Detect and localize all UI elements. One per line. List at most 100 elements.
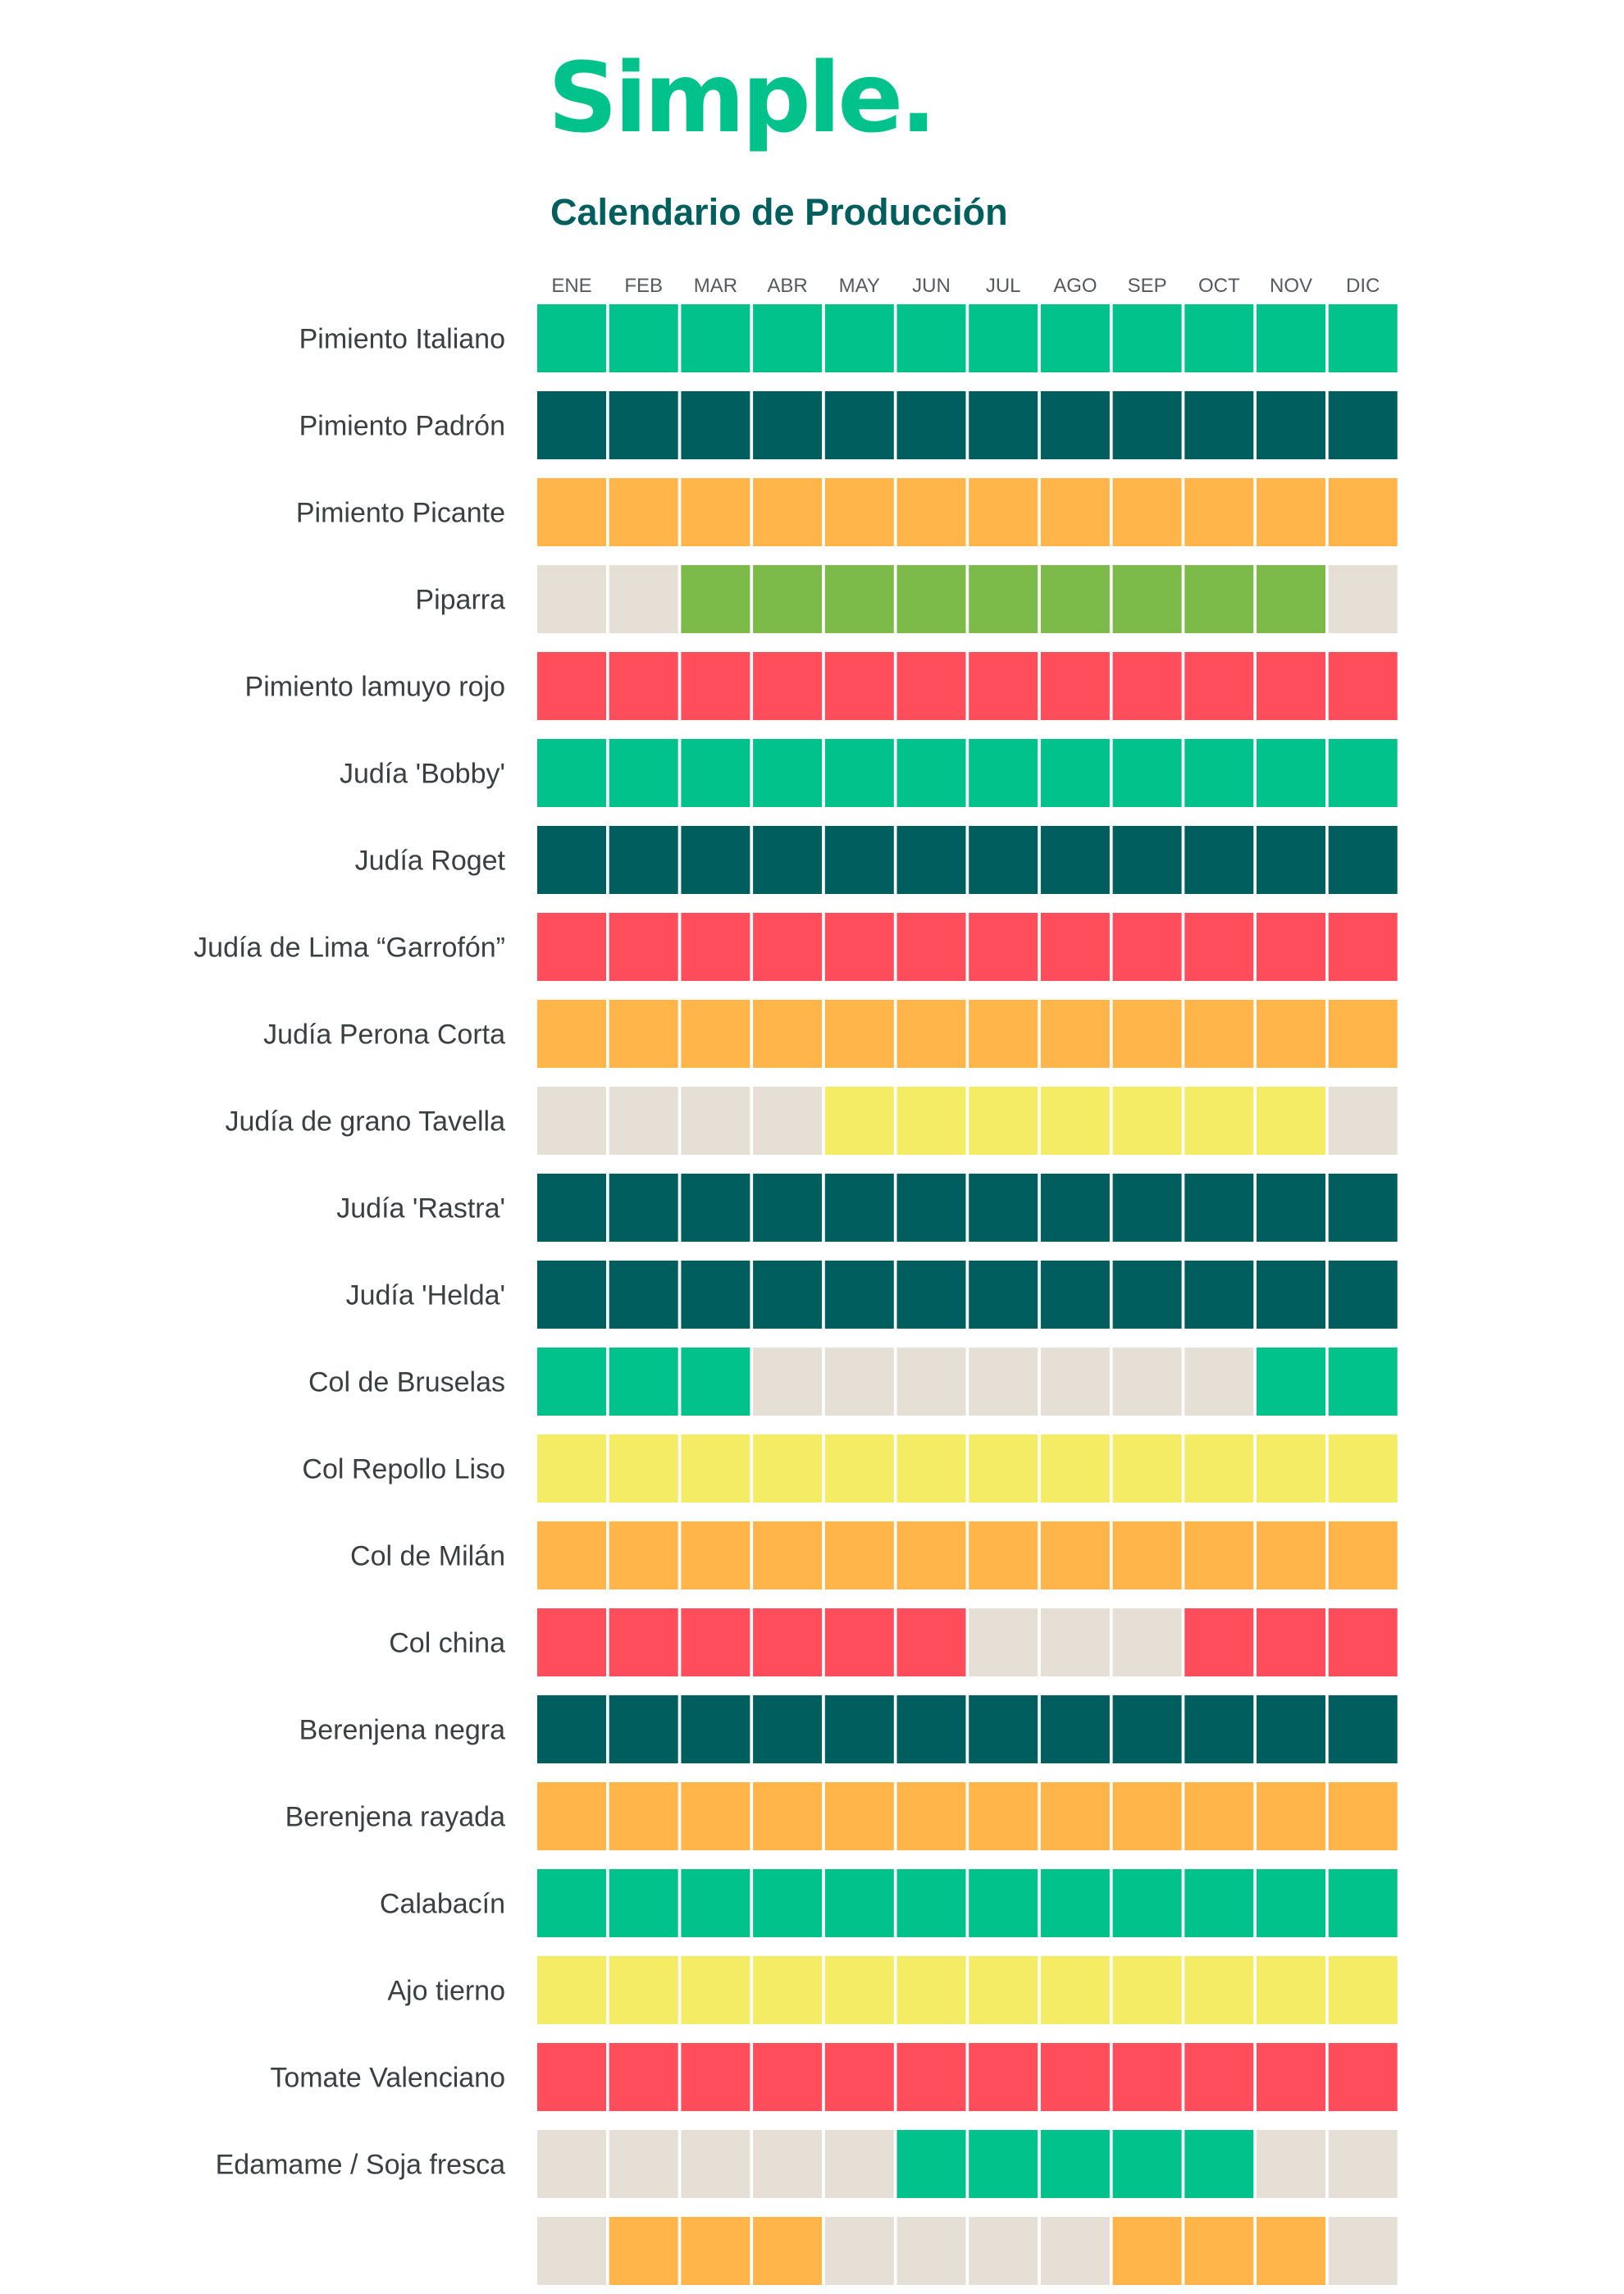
month-cell-nov bbox=[1257, 1087, 1325, 1155]
month-cell-abr bbox=[753, 1434, 823, 1503]
month-cell-feb bbox=[609, 1695, 678, 1763]
month-cell-feb bbox=[609, 913, 678, 981]
month-cell-sep bbox=[1112, 913, 1182, 981]
month-axis: ENE FEB MAR ABR MAY JUN JUL AGO SEP OCT NOV DIC bbox=[551, 275, 1380, 297]
month-cell-abr bbox=[753, 1087, 823, 1155]
month-cell-nov bbox=[1257, 1869, 1325, 1937]
month-cell-jun bbox=[896, 1000, 966, 1068]
month-cell-jun bbox=[896, 1782, 966, 1850]
calendar-row: Pimiento Padrón bbox=[299, 391, 1398, 459]
month-cell-oct bbox=[1184, 1782, 1254, 1850]
month-cell-nov bbox=[1257, 1434, 1325, 1503]
month-cell-ago bbox=[1040, 2130, 1110, 2198]
row-label: Judía 'Rastra' bbox=[336, 1193, 505, 1225]
month-cell-ene bbox=[537, 652, 606, 720]
month-cell-may bbox=[824, 2043, 894, 2111]
month-cell-nov bbox=[1257, 1695, 1325, 1763]
calendar-row: Judía de grano Tavella bbox=[225, 1087, 1398, 1155]
month-cell-nov bbox=[1257, 1348, 1325, 1416]
month-cell-dic bbox=[1328, 1956, 1398, 2024]
month-cell-jul bbox=[969, 652, 1038, 720]
month-cell-jun bbox=[896, 304, 966, 372]
month-cell-may bbox=[824, 1521, 894, 1589]
month-cell-mar bbox=[681, 1174, 750, 1242]
month-cell-jun bbox=[896, 2043, 966, 2111]
row-label: Col china bbox=[389, 1628, 505, 1659]
month-cell-ene bbox=[537, 478, 606, 546]
month-cell-jun bbox=[896, 1956, 966, 2024]
month-cell-ene bbox=[537, 1000, 606, 1068]
month-cell-may bbox=[824, 1695, 894, 1763]
month-cell-abr bbox=[753, 1261, 823, 1329]
month-cell-mar bbox=[681, 2130, 750, 2198]
month-cell-jun bbox=[896, 1695, 966, 1763]
month-cell-jul bbox=[969, 913, 1038, 981]
month-cell-sep bbox=[1112, 1000, 1182, 1068]
month-cell-abr bbox=[753, 826, 823, 894]
month-label-abr: ABR bbox=[767, 275, 807, 297]
month-cell-oct bbox=[1184, 1956, 1254, 2024]
month-cell-abr bbox=[753, 1521, 823, 1589]
month-cell-ene bbox=[537, 2043, 606, 2111]
month-label-ago: AGO bbox=[1053, 275, 1097, 297]
month-cell-oct bbox=[1184, 1348, 1254, 1416]
month-cell-jun bbox=[896, 565, 966, 633]
month-label-feb: FEB bbox=[624, 275, 663, 297]
month-cell-ene bbox=[537, 1174, 606, 1242]
month-cell-dic bbox=[1328, 1608, 1398, 1676]
month-cell-nov bbox=[1257, 1956, 1325, 2024]
month-cell-ene bbox=[537, 391, 606, 459]
month-cell-jun bbox=[896, 478, 966, 546]
month-cell-oct bbox=[1184, 1087, 1254, 1155]
month-cell-feb bbox=[609, 478, 678, 546]
month-cell-abr bbox=[753, 1956, 823, 2024]
month-cell-mar bbox=[681, 304, 750, 372]
month-cell-jul bbox=[969, 739, 1038, 807]
month-cell-mar bbox=[681, 1521, 750, 1589]
month-cell-ene bbox=[537, 1261, 606, 1329]
month-cell-feb bbox=[609, 1608, 678, 1676]
month-cell-jul bbox=[969, 1869, 1038, 1937]
month-cell-dic bbox=[1328, 1434, 1398, 1503]
month-cell-jun bbox=[896, 1608, 966, 1676]
month-cell-nov bbox=[1257, 913, 1325, 981]
month-cell-dic bbox=[1328, 1261, 1398, 1329]
month-cell-nov bbox=[1257, 1521, 1325, 1589]
month-cell-may bbox=[824, 739, 894, 807]
month-cell-mar bbox=[681, 1782, 750, 1850]
calendar-row: Piparra bbox=[415, 565, 1398, 633]
month-cell-ene bbox=[537, 1608, 606, 1676]
month-label-jun: JUN bbox=[912, 275, 951, 297]
month-cell-jun bbox=[896, 1869, 966, 1937]
month-cell-jul bbox=[969, 1348, 1038, 1416]
month-cell-jun bbox=[896, 391, 966, 459]
month-cell-feb bbox=[609, 1174, 678, 1242]
calendar-row: Col de Milán bbox=[350, 1521, 1398, 1589]
month-cell-sep bbox=[1112, 1521, 1182, 1589]
month-cell-may bbox=[824, 478, 894, 546]
month-cell-oct bbox=[1184, 1608, 1254, 1676]
month-cell-sep bbox=[1112, 2130, 1182, 2198]
month-cell-ago bbox=[1040, 2217, 1110, 2285]
month-cell-abr bbox=[753, 1174, 823, 1242]
month-cell-mar bbox=[681, 1348, 750, 1416]
month-cell-abr bbox=[753, 1608, 823, 1676]
month-cell-feb bbox=[609, 652, 678, 720]
row-label: Col de Milán bbox=[350, 1541, 505, 1572]
month-cell-may bbox=[824, 2130, 894, 2198]
month-label-mar: MAR bbox=[694, 275, 737, 297]
month-cell-jun bbox=[896, 1261, 966, 1329]
month-cell-ago bbox=[1040, 739, 1110, 807]
month-cell-jun bbox=[896, 1087, 966, 1155]
calendar-row: Edamame / Soja fresca bbox=[216, 2130, 1398, 2198]
month-cell-ago bbox=[1040, 391, 1110, 459]
calendar-row: Col Repollo Liso bbox=[302, 1434, 1398, 1503]
month-cell-mar bbox=[681, 2217, 750, 2285]
month-cell-mar bbox=[681, 1869, 750, 1937]
month-cell-feb bbox=[609, 391, 678, 459]
month-cell-dic bbox=[1328, 1174, 1398, 1242]
month-cell-dic bbox=[1328, 1695, 1398, 1763]
month-cell-ene bbox=[537, 1348, 606, 1416]
month-cell-feb bbox=[609, 1782, 678, 1850]
month-cell-jun bbox=[896, 913, 966, 981]
